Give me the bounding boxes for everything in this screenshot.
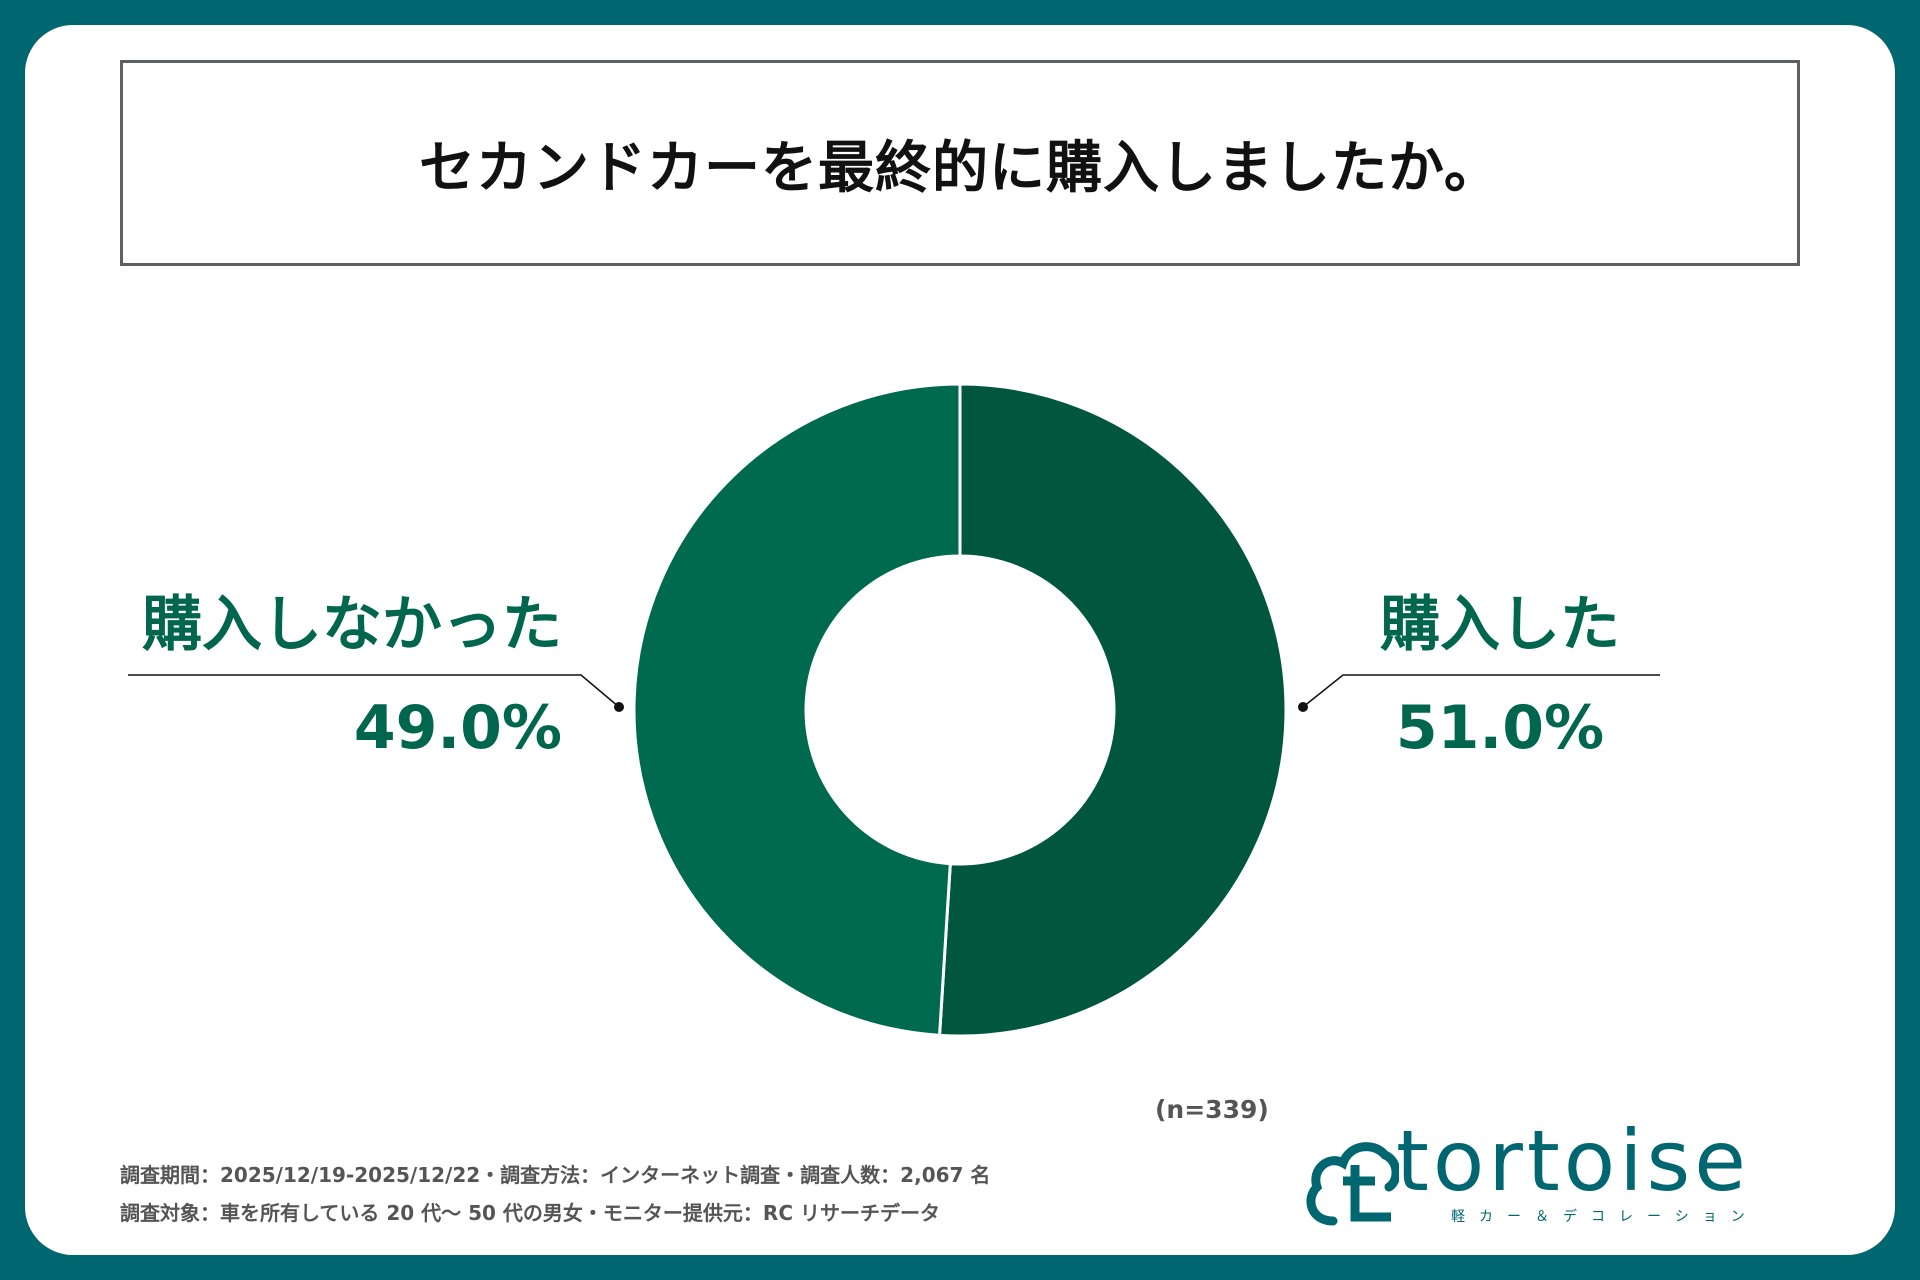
slice-1-value-label: 49.0% <box>354 693 562 763</box>
donut-slice-1 <box>632 382 962 1037</box>
logo-subtitle: 軽カー＆デコレーション <box>1451 1209 1759 1225</box>
donut-slice-0 <box>937 382 1288 1038</box>
footnote-survey-target: 調査対象：車を所有している 20 代～ 50 代の男女・モニター提供元：RC リ… <box>120 1201 940 1225</box>
title-box: セカンドカーを最終的に購入しましたか。 <box>120 60 1800 266</box>
slice-1-category-label: 購入しなかった <box>142 590 562 660</box>
slice-0-leader-line <box>1302 674 1660 708</box>
tortoise-logo: tortoise 軽カー＆デコレーション <box>1303 1112 1803 1235</box>
chart-title: セカンドカーを最終的に購入しましたか。 <box>419 135 1501 201</box>
chart-card: セカンドカーを最終的に購入しましたか。 購入した 51.0% 購入しなかった 49.0… <box>25 25 1895 1255</box>
cloud-t-logo-icon <box>1306 1142 1401 1226</box>
slice-1-leader-line <box>128 674 620 708</box>
sample-size-note: (n=339) <box>1155 1095 1269 1124</box>
slice-0-leader-dot <box>1298 702 1308 712</box>
slice-0-category-label: 購入した <box>1380 590 1620 660</box>
slice-0-value-label: 51.0% <box>1396 693 1604 763</box>
slice-1-leader-dot <box>614 702 624 712</box>
logo-wordmark: tortoise <box>1396 1112 1750 1210</box>
footnote-survey-period: 調査期間：2025/12/19-2025/12/22・調査方法：インターネット調… <box>120 1163 991 1187</box>
donut-chart: 購入した 51.0% 購入しなかった 49.0% <box>128 382 1660 1038</box>
